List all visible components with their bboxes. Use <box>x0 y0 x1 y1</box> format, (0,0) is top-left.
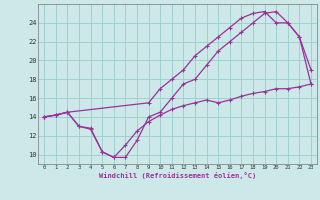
X-axis label: Windchill (Refroidissement éolien,°C): Windchill (Refroidissement éolien,°C) <box>99 172 256 179</box>
